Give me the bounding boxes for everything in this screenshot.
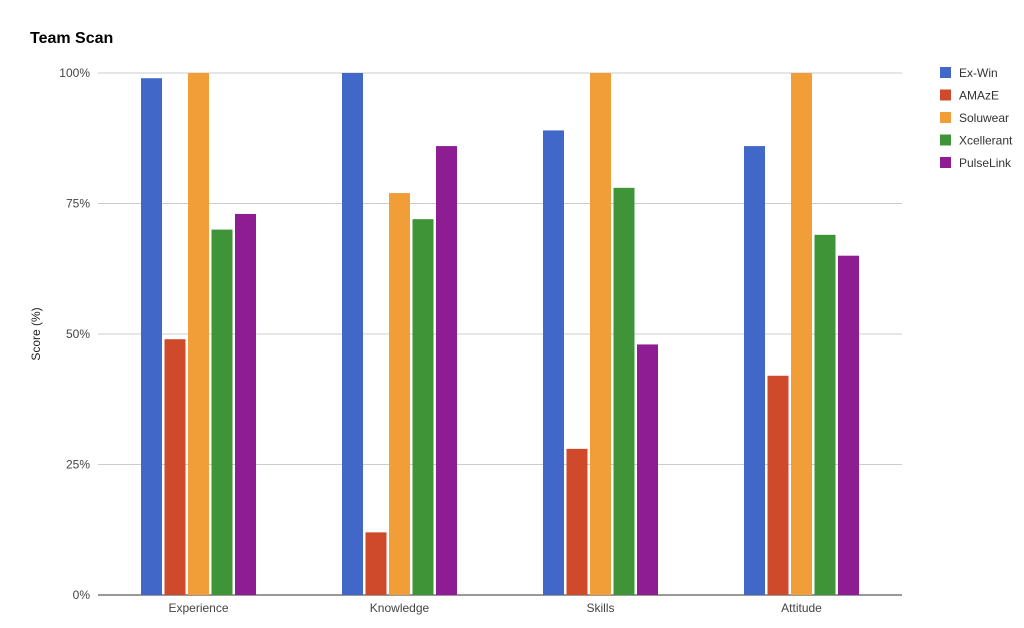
chart-title: Team Scan <box>30 30 113 47</box>
y-axis-ticks: 0% 25% 50% 75% 100% <box>59 66 90 602</box>
bar-skills-pulselink <box>637 344 658 595</box>
x-axis-ticks: Experience Knowledge Skills Attitude <box>168 601 822 615</box>
x-tick-label: Experience <box>168 601 228 615</box>
legend-label: Soluwear <box>959 111 1009 125</box>
bar-skills-ex-win <box>543 130 564 596</box>
x-tick-label: Attitude <box>781 601 822 615</box>
bar-attitude-ex-win <box>744 146 765 595</box>
x-tick-label: Knowledge <box>370 601 430 615</box>
bar-experience-ex-win <box>141 78 162 596</box>
bar-knowledge-pulselink <box>436 146 457 595</box>
bar-knowledge-amaze <box>365 532 387 595</box>
legend-swatch <box>940 89 951 101</box>
legend-swatch <box>940 112 951 123</box>
y-tick-label: 75% <box>66 197 90 211</box>
y-tick-label: 0% <box>73 588 91 602</box>
legend-label: PulseLink <box>959 156 1012 170</box>
legend-swatch <box>940 134 951 146</box>
x-tick-label: Skills <box>586 601 614 615</box>
legend-swatch <box>940 67 951 78</box>
legend-swatch <box>940 157 951 168</box>
y-tick-label: 100% <box>59 66 90 80</box>
bar-attitude-amaze <box>767 375 789 595</box>
legend-item: PulseLink <box>940 156 1012 170</box>
y-axis-label: Score (%) <box>29 307 43 360</box>
bar-experience-pulselink <box>235 213 256 595</box>
legend-item: Soluwear <box>940 111 1009 125</box>
bar-experience-xcellerant <box>211 229 233 595</box>
bar-skills-xcellerant <box>613 187 635 595</box>
bar-experience-soluwear <box>188 73 209 595</box>
bars-layer <box>141 73 859 596</box>
y-tick-label: 25% <box>66 458 90 472</box>
legend-item: Ex-Win <box>940 66 998 80</box>
bar-knowledge-xcellerant <box>412 219 434 595</box>
bar-skills-amaze <box>566 448 588 595</box>
legend-label: Ex-Win <box>959 66 998 80</box>
y-tick-label: 50% <box>66 327 90 341</box>
bar-skills-soluwear <box>590 73 611 595</box>
bar-attitude-soluwear <box>791 73 812 595</box>
legend-label: Xcellerant <box>959 134 1013 148</box>
bar-attitude-pulselink <box>838 255 859 595</box>
legend-item: Xcellerant <box>940 134 1013 148</box>
bar-experience-amaze <box>164 339 186 595</box>
bar-knowledge-ex-win <box>342 73 363 595</box>
legend-label: AMAzE <box>959 89 999 103</box>
legend-item: AMAzE <box>940 89 999 103</box>
bar-knowledge-soluwear <box>389 193 410 595</box>
legend: Ex-Win AMAzE Soluwear Xcellerant PulseLink <box>940 66 1013 170</box>
bar-attitude-xcellerant <box>814 234 836 595</box>
